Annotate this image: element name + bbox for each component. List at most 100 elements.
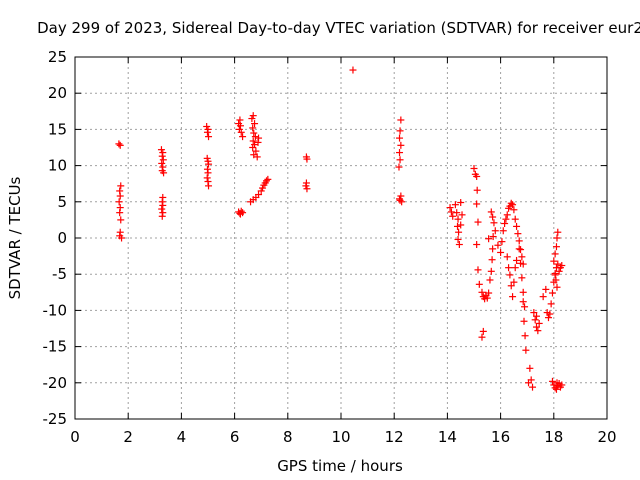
- data-point: [498, 238, 506, 246]
- data-point: [397, 141, 405, 149]
- data-point: [489, 213, 497, 221]
- data-point: [517, 259, 525, 267]
- data-point: [525, 379, 533, 387]
- data-point: [511, 215, 519, 223]
- data-point: [490, 219, 498, 227]
- data-point: [455, 241, 463, 249]
- data-point: [115, 198, 123, 206]
- data-point: [473, 172, 481, 180]
- data-point: [553, 283, 561, 291]
- data-point: [205, 133, 213, 141]
- data-point: [446, 204, 454, 212]
- x-tick-label: 2: [123, 428, 133, 446]
- data-point: [554, 260, 562, 268]
- data-point: [534, 327, 542, 335]
- data-point: [475, 280, 483, 288]
- data-point: [479, 327, 487, 335]
- x-tick-label: 12: [385, 428, 404, 446]
- y-tick-label: -10: [43, 301, 68, 319]
- data-point: [205, 160, 213, 168]
- data-point: [521, 332, 529, 340]
- data-point: [251, 120, 259, 128]
- data-point: [396, 149, 404, 157]
- data-point: [473, 200, 481, 208]
- data-point: [458, 211, 466, 219]
- data-point: [457, 199, 465, 207]
- data-point: [546, 310, 554, 318]
- data-point: [548, 289, 556, 297]
- x-tick-label: 6: [230, 428, 240, 446]
- data-point: [494, 241, 502, 249]
- data-point: [454, 222, 462, 230]
- data-point: [550, 257, 558, 265]
- data-point: [473, 241, 481, 249]
- data-point: [116, 209, 124, 217]
- data-point: [551, 269, 559, 277]
- data-point: [507, 282, 515, 290]
- data-point: [507, 199, 515, 207]
- data-point: [203, 128, 211, 136]
- y-tick-label: -5: [52, 265, 67, 283]
- data-point: [249, 112, 257, 120]
- data-point: [158, 205, 166, 213]
- data-point: [552, 243, 560, 251]
- data-point: [531, 316, 539, 324]
- data-point: [558, 262, 566, 270]
- data-point: [252, 147, 260, 155]
- data-point: [503, 253, 511, 261]
- data-point: [552, 276, 560, 284]
- data-point: [542, 285, 550, 293]
- data-point: [158, 212, 166, 220]
- data-point: [547, 300, 555, 308]
- data-point: [454, 235, 462, 243]
- data-point: [510, 278, 518, 286]
- data-point: [474, 218, 482, 226]
- data-point: [453, 209, 461, 217]
- data-point: [511, 264, 519, 272]
- data-point: [158, 152, 166, 160]
- data-point: [489, 233, 497, 241]
- data-point: [522, 346, 530, 354]
- data-point: [518, 253, 526, 261]
- data-point: [526, 364, 534, 372]
- data-point: [488, 256, 496, 264]
- y-tick-label: 10: [48, 157, 67, 175]
- data-point: [485, 235, 493, 243]
- data-point: [483, 294, 491, 302]
- x-tick-label: 18: [544, 428, 563, 446]
- x-tick-label: 4: [177, 428, 187, 446]
- data-point: [303, 185, 311, 193]
- data-point: [503, 211, 511, 219]
- data-point: [251, 133, 259, 141]
- data-point: [254, 138, 262, 146]
- data-point: [555, 267, 563, 275]
- data-point: [255, 191, 263, 199]
- data-point: [457, 221, 465, 229]
- data-point: [509, 201, 517, 209]
- data-point: [533, 312, 541, 320]
- data-point: [517, 246, 525, 254]
- x-tick-label: 10: [331, 428, 350, 446]
- data-point: [474, 266, 482, 274]
- data-point: [486, 276, 494, 284]
- data-point: [159, 156, 167, 164]
- data-point: [249, 137, 257, 145]
- y-tick-label: 0: [57, 229, 67, 247]
- data-point: [519, 298, 527, 306]
- data-point: [303, 155, 311, 163]
- data-point: [497, 248, 505, 256]
- x-axis-label: GPS time / hours: [277, 457, 403, 475]
- data-point: [520, 317, 528, 325]
- data-point: [502, 215, 510, 223]
- data-point: [515, 245, 523, 253]
- data-point: [117, 182, 125, 190]
- data-point: [396, 156, 404, 164]
- data-points: [115, 66, 566, 393]
- data-point: [160, 169, 168, 177]
- x-tick-label: 20: [597, 428, 616, 446]
- data-point: [236, 210, 244, 218]
- y-tick-label: 5: [57, 193, 67, 211]
- data-point: [535, 319, 543, 327]
- data-point: [478, 333, 486, 341]
- data-point: [263, 177, 271, 185]
